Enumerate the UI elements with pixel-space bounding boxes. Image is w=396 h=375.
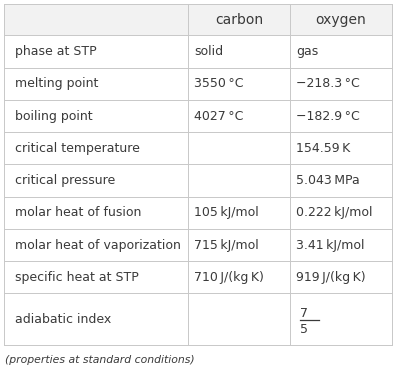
Bar <box>4 229 392 261</box>
Text: 919 J/(kg K): 919 J/(kg K) <box>296 271 366 284</box>
Bar <box>4 100 392 132</box>
Text: 3550 °C: 3550 °C <box>194 77 244 90</box>
Bar <box>4 35 392 68</box>
Text: 710 J/(kg K): 710 J/(kg K) <box>194 271 264 284</box>
Text: −182.9 °C: −182.9 °C <box>296 110 360 123</box>
Bar <box>4 68 392 100</box>
Bar <box>4 4 392 35</box>
Text: gas: gas <box>296 45 318 58</box>
Text: phase at STP: phase at STP <box>15 45 97 58</box>
Text: 3.41 kJ/mol: 3.41 kJ/mol <box>296 238 365 252</box>
Text: critical pressure: critical pressure <box>15 174 115 187</box>
Text: 5.043 MPa: 5.043 MPa <box>296 174 360 187</box>
Text: (properties at standard conditions): (properties at standard conditions) <box>5 355 194 364</box>
Text: 5: 5 <box>300 323 308 336</box>
Bar <box>4 132 392 164</box>
Text: critical temperature: critical temperature <box>15 142 140 155</box>
Text: specific heat at STP: specific heat at STP <box>15 271 139 284</box>
Text: 154.59 K: 154.59 K <box>296 142 350 155</box>
Bar <box>4 293 392 345</box>
Text: oxygen: oxygen <box>316 13 366 27</box>
Bar <box>4 196 392 229</box>
Text: adiabatic index: adiabatic index <box>15 313 111 326</box>
Bar <box>4 164 392 196</box>
Text: molar heat of vaporization: molar heat of vaporization <box>15 238 181 252</box>
Text: 105 kJ/mol: 105 kJ/mol <box>194 206 259 219</box>
Text: carbon: carbon <box>215 13 263 27</box>
Text: boiling point: boiling point <box>15 110 93 123</box>
Text: melting point: melting point <box>15 77 99 90</box>
Text: 4027 °C: 4027 °C <box>194 110 244 123</box>
Bar <box>4 261 392 293</box>
Text: molar heat of fusion: molar heat of fusion <box>15 206 141 219</box>
Text: −218.3 °C: −218.3 °C <box>296 77 360 90</box>
Text: 715 kJ/mol: 715 kJ/mol <box>194 238 259 252</box>
Text: solid: solid <box>194 45 223 58</box>
Text: 0.222 kJ/mol: 0.222 kJ/mol <box>296 206 373 219</box>
Text: 7: 7 <box>300 306 308 320</box>
